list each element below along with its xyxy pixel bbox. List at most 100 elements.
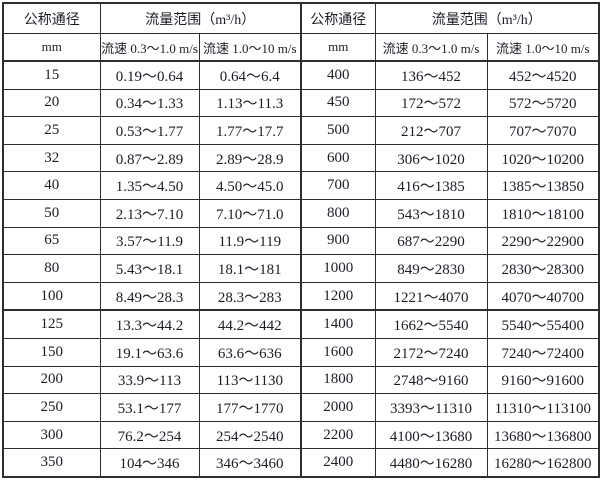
header-velocity-low-right: 流速 0.3～1.0 m/s: [374, 33, 488, 62]
diameter-cell: 15: [2, 60, 101, 90]
diameter-cell: 20: [2, 88, 101, 118]
flow-low-cell: 849～2830: [374, 254, 488, 283]
flow-low-cell: 3.57～11.9: [99, 226, 200, 256]
table-row: 20 0.34～1.33 1.13～11.3 450 172～572 572～5720: [2, 88, 600, 118]
header-velocity-high-right: 流速 1.0～10 m/s: [486, 33, 600, 62]
diameter-cell: 125: [2, 309, 101, 339]
header-velocity-low-left: 流速 0.3～1.0 m/s: [99, 33, 200, 62]
flow-low-cell: 8.49～28.3: [99, 281, 200, 311]
diameter-cell: 1400: [300, 309, 376, 339]
diameter-cell: 2400: [300, 448, 376, 478]
flow-high-cell: 346～3460: [198, 448, 302, 478]
flow-low-cell: 13.3～44.2: [99, 309, 200, 339]
flow-low-cell: 76.2～254: [99, 420, 200, 450]
flow-low-cell: 2.13～7.10: [99, 198, 200, 228]
table-row: 65 3.57～11.9 11.9～119 900 687～2290 2290～22900: [2, 226, 600, 256]
flow-low-cell: 306～1020: [374, 143, 488, 173]
header-row-sub: mm 流速 0.3～1.0 m/s 流速 1.0～10 m/s mm 流速 0.…: [2, 33, 600, 62]
diameter-cell: 250: [2, 393, 101, 422]
diameter-cell: 600: [300, 143, 376, 173]
flow-high-cell: 7240～72400: [486, 337, 600, 367]
diameter-cell: 2200: [300, 420, 376, 450]
flow-low-cell: 19.1～63.6: [99, 337, 200, 367]
table-row: 125 13.3～44.2 44.2～442 1400 1662～5540 5540～55…: [2, 309, 600, 339]
header-unit-left: mm: [2, 33, 101, 62]
diameter-cell: 80: [2, 254, 101, 283]
table-row: 15 0.19～0.64 0.64～6.4 400 136～452 452～4520: [2, 60, 600, 90]
diameter-cell: 100: [2, 281, 101, 311]
flow-high-cell: 28.3～283: [198, 281, 302, 311]
flow-low-cell: 416～1385: [374, 171, 488, 200]
diameter-cell: 2000: [300, 393, 376, 422]
flow-high-cell: 2.89～28.9: [198, 143, 302, 173]
flow-low-cell: 1221～4070: [374, 281, 488, 311]
flow-high-cell: 2830～28300: [486, 254, 600, 283]
flow-high-cell: 16280～162800: [486, 448, 600, 478]
table-row: 32 0.87～2.89 2.89～28.9 600 306～1020 1020～1020…: [2, 143, 600, 173]
diameter-cell: 1600: [300, 337, 376, 367]
flow-low-cell: 0.53～1.77: [99, 116, 200, 145]
flow-high-cell: 1.13～11.3: [198, 88, 302, 118]
flow-high-cell: 11.9～119: [198, 226, 302, 256]
diameter-cell: 1800: [300, 365, 376, 395]
flow-low-cell: 104～346: [99, 448, 200, 478]
header-flow-range-right: 流量范围（m³/h）: [374, 2, 600, 34]
header-diameter-left: 公称通径: [2, 2, 101, 34]
flow-high-cell: 1020～10200: [486, 143, 600, 173]
diameter-cell: 200: [2, 365, 101, 395]
diameter-cell: 32: [2, 143, 101, 173]
table-row: 150 19.1～63.6 63.6～636 1600 2172～7240 7240～72…: [2, 337, 600, 367]
header-velocity-high-left: 流速 1.0～10 m/s: [198, 33, 302, 62]
flow-high-cell: 18.1～181: [198, 254, 302, 283]
header-diameter-right: 公称通径: [300, 2, 376, 34]
table-row: 80 5.43～18.1 18.1～181 1000 849～2830 2830～2830…: [2, 254, 600, 283]
diameter-cell: 65: [2, 226, 101, 256]
diameter-cell: 50: [2, 198, 101, 228]
diameter-cell: 700: [300, 171, 376, 200]
flow-low-cell: 2748～9160: [374, 365, 488, 395]
header-unit-right: mm: [300, 33, 376, 62]
flow-low-cell: 3393～11310: [374, 393, 488, 422]
diameter-cell: 25: [2, 116, 101, 145]
flow-high-cell: 7.10～71.0: [198, 198, 302, 228]
flow-low-cell: 0.34～1.33: [99, 88, 200, 118]
table-header: 公称通径 流量范围（m³/h） 公称通径 流量范围（m³/h） mm 流速 0.…: [2, 2, 600, 62]
diameter-cell: 150: [2, 337, 101, 367]
diameter-cell: 40: [2, 171, 101, 200]
flow-low-cell: 33.9～113: [99, 365, 200, 395]
flow-low-cell: 1662～5540: [374, 309, 488, 339]
table-row: 40 1.35～4.50 4.50～45.0 700 416～1385 1385～1385…: [2, 171, 600, 200]
table-row: 350 104～346 346～3460 2400 4480～16280 16280～16…: [2, 448, 600, 478]
flow-low-cell: 0.87～2.89: [99, 143, 200, 173]
flow-low-cell: 1.35～4.50: [99, 171, 200, 200]
diameter-cell: 350: [2, 448, 101, 478]
flow-high-cell: 452～4520: [486, 60, 600, 90]
flow-high-cell: 1385～13850: [486, 171, 600, 200]
flow-low-cell: 687～2290: [374, 226, 488, 256]
flow-high-cell: 5540～55400: [486, 309, 600, 339]
table-row: 200 33.9～113 113～1130 1800 2748～9160 9160～916…: [2, 365, 600, 395]
flow-low-cell: 5.43～18.1: [99, 254, 200, 283]
flow-low-cell: 0.19～0.64: [99, 60, 200, 90]
flow-low-cell: 53.1～177: [99, 393, 200, 422]
flow-low-cell: 4100～13680: [374, 420, 488, 450]
diameter-cell: 300: [2, 420, 101, 450]
table-row: 250 53.1～177 177～1770 2000 3393～11310 11310～1…: [2, 393, 600, 422]
diameter-cell: 400: [300, 60, 376, 90]
table-row: 300 76.2～254 254～2540 2200 4100～13680 13680～1…: [2, 420, 600, 450]
flow-high-cell: 2290～22900: [486, 226, 600, 256]
flow-low-cell: 4480～16280: [374, 448, 488, 478]
flow-high-cell: 113～1130: [198, 365, 302, 395]
flow-low-cell: 212～707: [374, 116, 488, 145]
diameter-cell: 800: [300, 198, 376, 228]
header-flow-range-left: 流量范围（m³/h）: [99, 2, 302, 34]
table-row: 25 0.53～1.77 1.77～17.7 500 212～707 707～7070: [2, 116, 600, 145]
flow-high-cell: 44.2～442: [198, 309, 302, 339]
flow-high-cell: 11310～113100: [486, 393, 600, 422]
diameter-cell: 500: [300, 116, 376, 145]
flow-high-cell: 572～5720: [486, 88, 600, 118]
header-row-main: 公称通径 流量范围（m³/h） 公称通径 流量范围（m³/h）: [2, 2, 600, 34]
flow-high-cell: 0.64～6.4: [198, 60, 302, 90]
table-row: 100 8.49～28.3 28.3～283 1200 1221～4070 4070～40…: [2, 281, 600, 311]
